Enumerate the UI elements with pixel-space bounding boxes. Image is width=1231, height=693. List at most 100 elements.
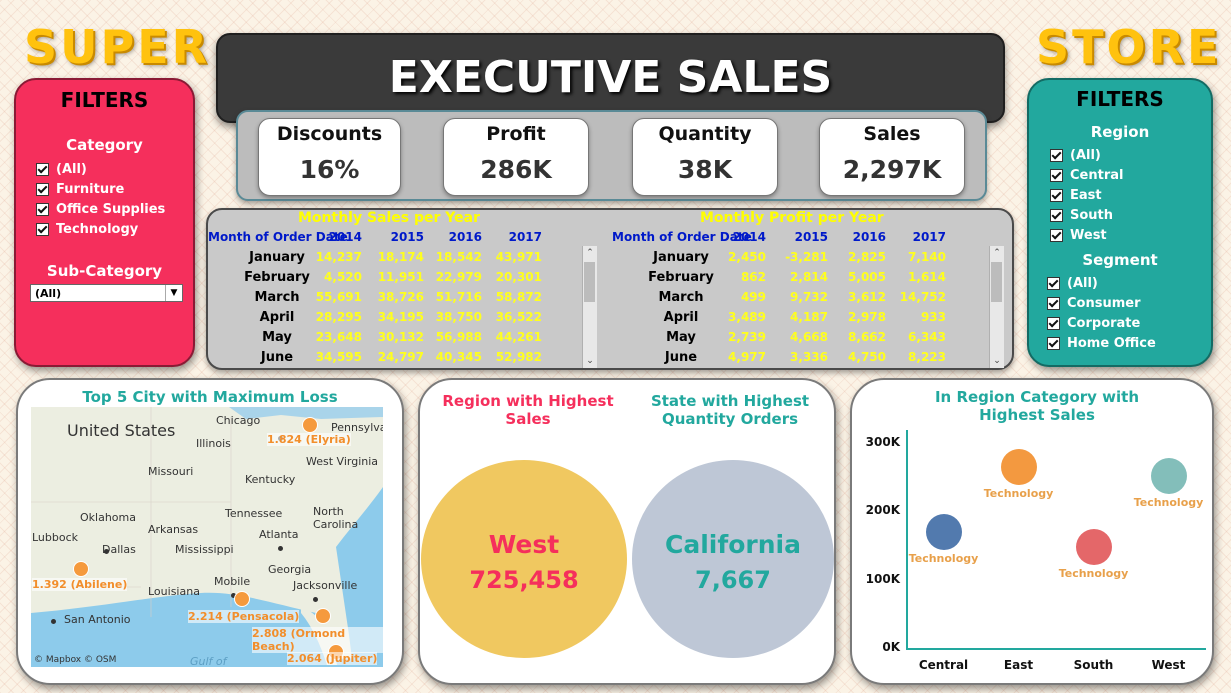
table-cell: 8,223 [908,350,946,364]
table-column-header[interactable]: 2017 [508,230,542,244]
scroll-down-icon[interactable]: ⌄ [586,356,594,366]
segment-option-consumer[interactable]: Consumer [1047,296,1141,311]
table-column-header[interactable]: 2016 [448,230,482,244]
table-cell: 4,750 [848,350,886,364]
bubble-central[interactable] [925,513,962,550]
scroll-up-icon[interactable]: ⌃ [993,248,1001,258]
city-marker [231,593,236,598]
scroll-thumb[interactable] [991,262,1002,302]
checkbox-checked-icon[interactable] [36,163,49,176]
segment-option-home-office[interactable]: Home Office [1047,336,1156,351]
loss-marker-elyria[interactable] [302,417,318,433]
map-label: Kentucky [245,473,296,486]
region-option-west[interactable]: West [1050,228,1107,243]
city-marker [313,597,318,602]
table-row-month: February [244,270,310,285]
dropdown-value: (All) [35,287,62,300]
region-option-east[interactable]: East [1050,188,1102,203]
table-cell: 862 [740,270,766,284]
map-panel-title: Top 5 City with Maximum Loss [82,388,338,406]
checkbox-checked-icon[interactable] [1050,189,1063,202]
table-cell: 4,520 [324,270,362,284]
subcategory-filter-label: Sub-Category [46,262,163,280]
city-marker [104,549,109,554]
region-option-south[interactable]: South [1050,208,1113,223]
category-option-all[interactable]: (All) [36,162,87,177]
map-label: North Carolina [313,505,359,531]
y-tick-label: 200K [865,503,900,518]
checkbox-checked-icon[interactable] [36,223,49,236]
map-label: Tennessee [225,507,283,520]
sales-table-scrollbar[interactable]: ⌃ ⌄ [582,246,597,368]
checkbox-checked-icon[interactable] [1047,317,1060,330]
loss-marker-abilene[interactable] [73,561,89,577]
bubble-west[interactable] [1150,458,1187,495]
checkbox-checked-icon[interactable] [1050,169,1063,182]
scroll-up-icon[interactable]: ⌃ [586,248,594,258]
table-cell: 8,662 [848,330,886,344]
x-tick-label: Central [918,658,969,672]
subcategory-dropdown[interactable]: (All) ▼ [30,284,183,302]
bubble-south[interactable] [1075,528,1112,565]
checkbox-checked-icon[interactable] [36,203,49,216]
category-option-furniture[interactable]: Furniture [36,182,124,197]
checkbox-checked-icon[interactable] [1047,277,1060,290]
loss-marker-ormond-beach[interactable] [315,608,331,624]
table-cell: 52,982 [495,350,542,364]
profit-table-scrollbar[interactable]: ⌃ ⌄ [989,246,1004,368]
table-cell: 4,668 [790,330,828,344]
bubble-chart: 300K 200K 100K 0K Central East South West Techno… [852,380,1216,687]
table-cell: 58,872 [495,290,542,304]
map-label: Louisiana [148,585,200,598]
map-label: Missouri [148,465,194,478]
table-row-month: February [648,270,714,285]
loss-map[interactable]: United States Chicago Illinois Pennsylva… [31,407,383,667]
checkbox-checked-icon[interactable] [1047,337,1060,350]
region-option-all[interactable]: (All) [1050,148,1101,163]
state-highlight-circle: California 7,667 [632,460,834,658]
table-cell: 24,797 [377,350,424,364]
checkbox-checked-icon[interactable] [1047,297,1060,310]
filters-title: FILTERS [60,88,149,112]
table-cell: 14,752 [899,290,946,304]
loss-marker-pensacola[interactable] [234,591,250,607]
table-row-header: Month of Order Date [612,230,752,244]
option-label: (All) [1070,148,1101,163]
category-option-technology[interactable]: Technology [36,222,138,237]
chevron-down-icon[interactable]: ▼ [165,285,182,301]
filters-panel-left: FILTERS Category (All) Furniture Office … [14,78,195,367]
bubble-east[interactable] [1000,448,1037,485]
segment-option-corporate[interactable]: Corporate [1047,316,1140,331]
table-cell: 23,648 [315,330,362,344]
map-label: Georgia [268,563,312,576]
table-column-header[interactable]: 2017 [912,230,946,244]
checkbox-checked-icon[interactable] [36,183,49,196]
sales-table-title: Monthly Sales per Year [298,210,480,226]
option-label: Office Supplies [56,202,166,217]
option-label: South [1070,208,1114,223]
table-column-header[interactable]: 2014 [732,230,766,244]
table-row-month: June [260,350,294,365]
checkbox-checked-icon[interactable] [1050,149,1063,162]
table-row-month: January [249,250,305,265]
table-row-month: April [259,310,295,325]
table-column-header[interactable]: 2015 [390,230,424,244]
option-label: East [1070,188,1102,203]
filters-title: FILTERS [1076,87,1164,111]
city-marker [51,619,56,624]
category-option-office-supplies[interactable]: Office Supplies [36,202,165,217]
table-column-header[interactable]: 2015 [794,230,828,244]
table-column-header[interactable]: 2014 [328,230,362,244]
scroll-down-icon[interactable]: ⌄ [993,356,1001,366]
table-cell: 499 [740,290,766,304]
checkbox-checked-icon[interactable] [1050,209,1063,222]
table-cell: 34,595 [315,350,362,364]
scroll-thumb[interactable] [584,262,595,302]
bubble-label: Technology [908,551,979,565]
checkbox-checked-icon[interactable] [1050,229,1063,242]
option-label: Home Office [1067,336,1156,351]
kpi-label: Profit [486,123,546,145]
table-column-header[interactable]: 2016 [852,230,886,244]
segment-option-all[interactable]: (All) [1047,276,1098,291]
region-option-central[interactable]: Central [1050,168,1123,183]
